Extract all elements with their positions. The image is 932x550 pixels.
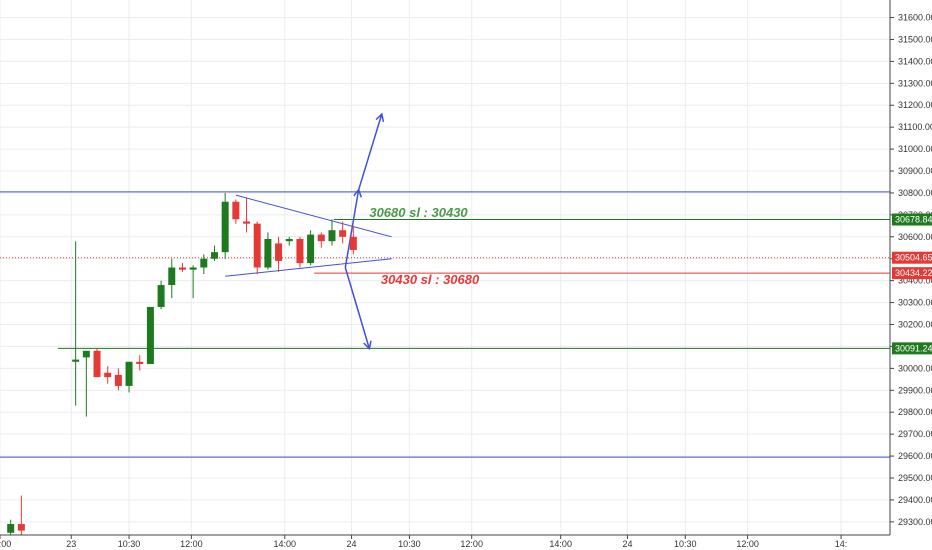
price-tick-label: 30800.00 [898,188,932,198]
time-tick-label: 24 [622,539,632,549]
price-tick-label: 31000.00 [898,144,932,154]
candle-down [178,267,186,270]
triangle-trend-line[interactable] [225,258,392,277]
candle-up [82,350,90,358]
candle-down [104,372,112,378]
candle-up [264,238,272,268]
price-badge [892,251,932,264]
price-badges: 30678.84 30504.65 30434.22 30091.24 [892,213,932,355]
arrow-head [363,340,372,351]
candle-up [157,285,165,307]
arrow-head [375,112,385,123]
trend-drawings[interactable] [225,112,392,351]
time-tick-label: 24 [347,539,357,549]
candle-up [285,238,293,242]
horizontal-lines[interactable] [0,191,890,458]
price-badge [892,342,932,355]
time-tick-label: 14: [835,539,848,549]
time-tick-label: 14:00 [0,539,11,549]
price-badge [892,213,932,226]
trade-annotation: 30680 sl : 30430 [369,205,468,220]
price-tick-label: 30000.00 [898,363,932,373]
candle-up [168,267,176,286]
time-tick-label: 12:00 [180,539,203,549]
price-tick-label: 29300.00 [898,517,932,527]
candle-down [93,350,101,378]
candle-down [253,223,261,268]
candle-down [114,374,122,386]
candle-down [243,221,251,224]
time-axis[interactable]: 14:00 23 10:30 12:00 14:00 24 10:30 12:00 14:00 2… [0,535,847,549]
projection-arrow[interactable] [344,189,360,268]
candle-up [7,524,15,533]
time-tick-label: 14:00 [549,539,572,549]
candle-up [125,361,133,386]
annotations: 30680 sl : 30430 30430 sl : 30680 [369,205,480,287]
candle-down [232,201,240,220]
candle-up [221,201,229,253]
candles [7,192,357,535]
time-tick-label: 12:00 [460,539,483,549]
candle-down [339,230,347,237]
candle-down [296,238,304,264]
price-tick-label: 30600.00 [898,232,932,242]
time-tick-label: 10:30 [674,539,697,549]
candle-up [72,359,80,362]
price-tick-label: 29600.00 [898,451,932,461]
projection-arrow[interactable] [344,267,371,349]
candle-down [136,361,144,364]
price-tick-label: 29400.00 [898,495,932,505]
price-badge-label: 30504.65 [895,253,932,263]
price-tick-label: 29700.00 [898,429,932,439]
candle-up [200,258,208,268]
price-tick-label: 30400.00 [898,276,932,286]
time-tick-label: 10:30 [118,539,141,549]
candle-up [328,230,336,242]
price-badge-label: 30091.24 [895,343,932,353]
candle-up [210,252,218,259]
time-tick-label: 10:30 [398,539,421,549]
price-badge-label: 30678.84 [895,215,932,225]
projection-arrow[interactable] [357,113,383,190]
candle-down [17,524,25,531]
trade-annotation: 30430 sl : 30680 [381,272,480,287]
price-tick-label: 31500.00 [898,34,932,44]
triangle-trend-line[interactable] [235,194,392,238]
price-tick-label: 31600.00 [898,13,932,23]
price-tick-label: 30300.00 [898,298,932,308]
price-tick-label: 30200.00 [898,320,932,330]
price-tick-label: 30900.00 [898,166,932,176]
price-tick-label: 31400.00 [898,56,932,66]
candle-up [307,234,315,264]
price-tick-label: 31100.00 [898,122,932,132]
candle-down [275,243,283,261]
price-tick-label: 29900.00 [898,385,932,395]
time-tick-label: 23 [66,539,76,549]
candle-up [146,306,154,364]
price-tick-label: 29800.00 [898,407,932,417]
time-tick-label: 12:00 [736,539,759,549]
candle-down [317,234,325,242]
time-tick-label: 14:00 [274,539,297,549]
price-badge-label: 30434.22 [895,268,932,278]
price-tick-label: 31300.00 [898,78,932,88]
candle-up [189,267,197,270]
candle-down [349,236,357,250]
price-tick-label: 29500.00 [898,473,932,483]
price-tick-label: 31200.00 [898,100,932,110]
price-badge [892,267,932,280]
